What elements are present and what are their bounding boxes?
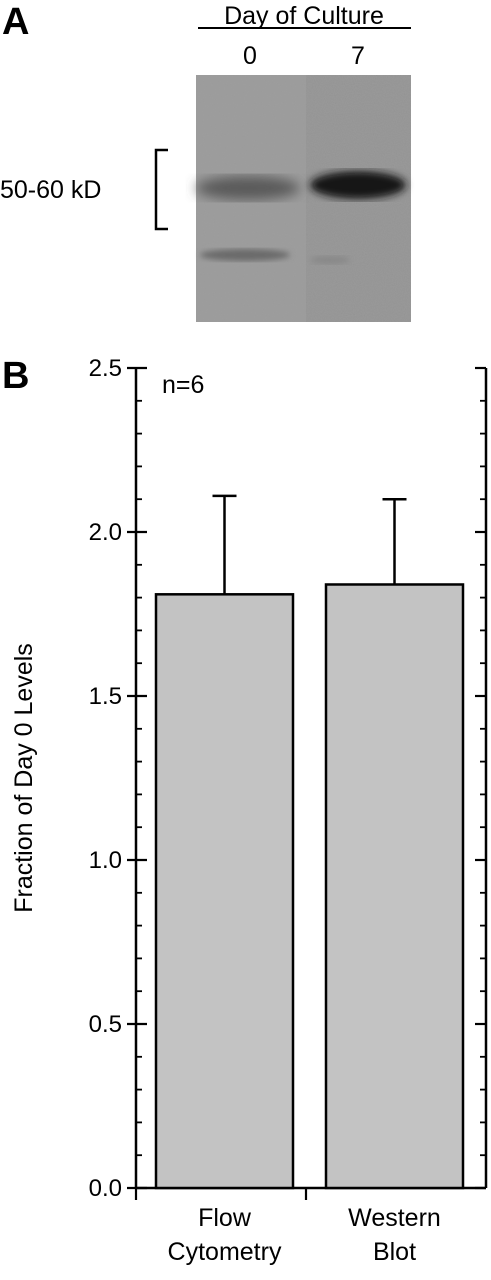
lane-label-day0: 0	[243, 42, 257, 70]
y-tick-label: 0.0	[89, 1175, 122, 1202]
y-tick-label: 0.5	[89, 1011, 122, 1038]
band-day0-upper	[196, 176, 300, 200]
bar-chart: 0.0 0.5 1.0 1.5 2.0 2.5 Flow Cytometry Western Bl…	[89, 355, 488, 1266]
x-category-label: Blot	[373, 1238, 416, 1266]
y-tick-label: 1.0	[89, 847, 122, 874]
bar-1	[324, 583, 465, 1190]
lane-label-day7: 7	[351, 42, 365, 70]
y-axis-label: Fraction of Day 0 Levels	[10, 643, 38, 913]
band-day7-lower	[310, 256, 350, 264]
band-bracket	[154, 148, 168, 231]
band-size-label: 50-60 kD	[0, 176, 101, 204]
panel-a-letter: A	[2, 1, 29, 43]
bar-0	[154, 593, 295, 1190]
sample-size-annotation: n=6	[162, 371, 204, 399]
band-day7-upper	[310, 171, 406, 199]
x-category-label: Cytometry	[168, 1238, 282, 1266]
y-tick-label: 2.5	[89, 355, 122, 382]
western-blot-image	[196, 75, 411, 322]
band-day0-lower	[200, 249, 290, 261]
panel-b-letter: B	[2, 355, 29, 397]
day-of-culture-header: Day of Culture	[224, 2, 384, 30]
x-category-label: Flow	[198, 1204, 252, 1232]
x-category-label: Western	[348, 1204, 441, 1232]
y-tick-label: 1.5	[89, 683, 122, 710]
y-tick-label: 2.0	[89, 519, 122, 546]
